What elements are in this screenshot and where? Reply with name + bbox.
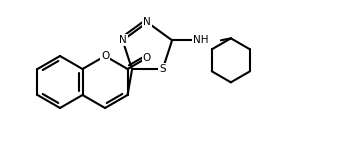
Text: O: O [101, 51, 109, 61]
Text: N: N [143, 17, 151, 27]
Text: NH: NH [193, 35, 208, 45]
Text: N: N [119, 35, 126, 45]
Text: O: O [142, 53, 151, 63]
Text: S: S [159, 64, 166, 74]
